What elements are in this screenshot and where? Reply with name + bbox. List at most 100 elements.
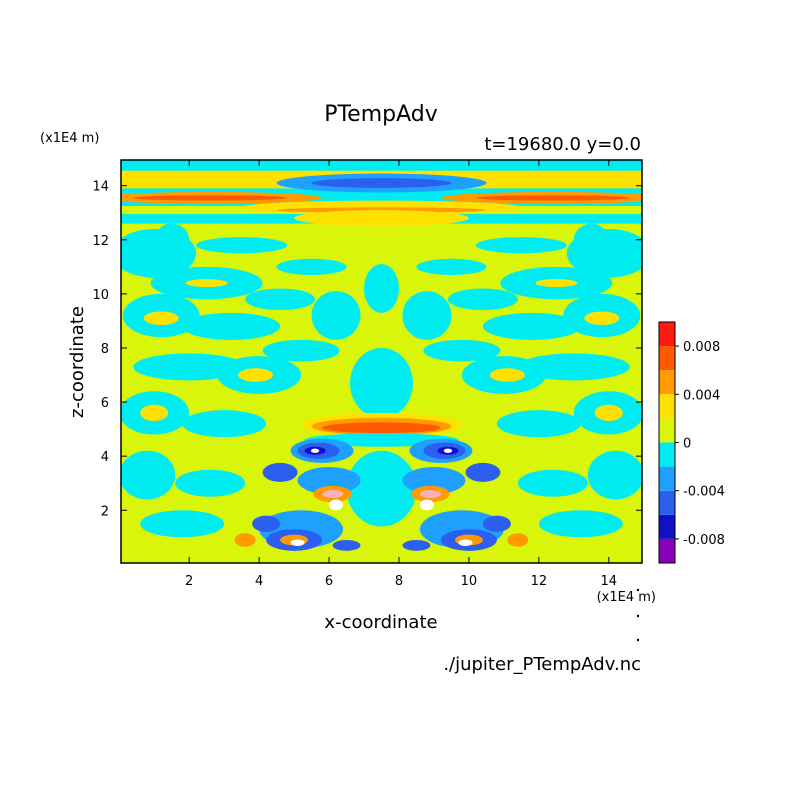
x-tick-label: 12 [531,574,548,589]
contour-blob [573,223,609,257]
contour-blob [290,539,305,546]
marker-dot [636,588,640,592]
contour-blob [297,466,361,495]
y-axis-label: z-coordinate [67,306,88,418]
contour-blob [517,469,588,497]
contour-blob [196,237,288,254]
contour-blob [322,489,344,499]
contour-blob [419,489,441,499]
x-unit-label: (x1E4 m) [597,590,656,605]
colorbar-swatch [659,538,675,563]
contour-blob [402,466,466,495]
y-axis-ticks: 2 4 6 8 10 12 14 [92,180,642,519]
marker-dot [636,614,640,618]
contour-blob [182,312,281,340]
colorbar-tick-label: -0.004 [683,485,725,500]
chart-title: PTempAdv [324,102,438,127]
contour-blob [496,410,581,438]
source-file-label: ./jupiter_PTempAdv.nc [443,654,641,675]
y-tick-label: 6 [101,396,109,411]
contour-blob [489,368,525,382]
contour-blob [182,410,267,438]
contour-blob [154,223,190,257]
contour-blob [423,339,501,362]
x-tick-label: 6 [325,574,333,589]
contour-blob [238,368,274,382]
colorbar: 0.008 0.004 0 -0.004 -0.008 [658,321,725,564]
contour-blob [276,258,347,275]
contour-blob [294,210,469,227]
contour-blob [175,469,246,497]
y-tick-label: 4 [101,450,109,465]
contour-blob [143,311,179,325]
x-axis-label: x-coordinate [324,612,437,633]
colorbar-swatch [659,418,675,443]
contour-blob [447,288,518,311]
contour-band [121,160,642,171]
contour-blob [350,347,413,419]
colorbar-swatch [659,370,675,395]
contour-blob [121,450,176,500]
contour-blob [140,510,225,538]
colorbar-swatch [659,442,675,467]
z-unit-label: (x1E4 m) [40,131,99,146]
contour-blob [584,311,620,325]
colorbar-swatch [659,346,675,371]
x-axis-ticks: 2 4 6 8 10 12 14 [185,160,617,589]
contour-blob [245,288,316,311]
contour-blob [234,533,256,547]
x-tick-label: 8 [395,574,403,589]
x-tick-label: 10 [461,574,478,589]
contour-blob [443,448,453,453]
contour-blob [587,450,642,500]
y-tick-label: 8 [101,342,109,357]
x-tick-label: 14 [601,574,618,589]
contour-blob [311,178,452,188]
contour-blob [133,353,246,381]
x-tick-label: 4 [255,574,263,589]
contour-blob [310,448,320,453]
contour-blob [507,533,529,547]
colorbar-swatch [659,466,675,491]
colorbar-tick-label: 0.004 [683,388,720,403]
contour-blob [262,339,340,362]
contour-blob [140,404,169,422]
y-tick-label: 14 [92,180,109,195]
contour-blob [475,195,630,201]
contour-blob [475,237,567,254]
contour-blob [364,264,399,313]
contour-blob [517,353,630,381]
contour-blob [482,312,581,340]
contour-blob [252,515,281,532]
contour-blob [329,499,344,511]
colorbar-tick-label: -0.008 [683,533,725,548]
contour-blob [416,258,487,275]
contour-blob [332,540,361,551]
colorbar-tick-label: 0 [683,437,691,452]
y-tick-label: 12 [92,234,109,249]
contour-blob [482,515,511,532]
contour-blob [535,279,578,288]
contour-blob [402,291,452,340]
contour-blob [262,462,298,482]
contour-blob [311,291,361,340]
contour-blob [465,462,501,482]
colorbar-tick-label: 0.008 [683,340,720,355]
contour-blob [402,540,431,551]
contour-blob [133,195,288,201]
colorbar-swatch [659,394,675,419]
contour-blob [538,510,623,538]
contour-blob [419,499,434,511]
colorbar-swatch [659,514,675,539]
x-tick-label: 2 [185,574,193,589]
y-tick-label: 10 [92,288,109,303]
contour-blob [458,539,473,546]
plot-frame [120,159,643,564]
contour-blob [346,450,417,527]
contour-blob [594,404,623,422]
marker-dot [636,638,640,642]
contour-blob [322,422,441,434]
colorbar-swatch [659,322,675,347]
y-tick-label: 2 [101,504,109,519]
